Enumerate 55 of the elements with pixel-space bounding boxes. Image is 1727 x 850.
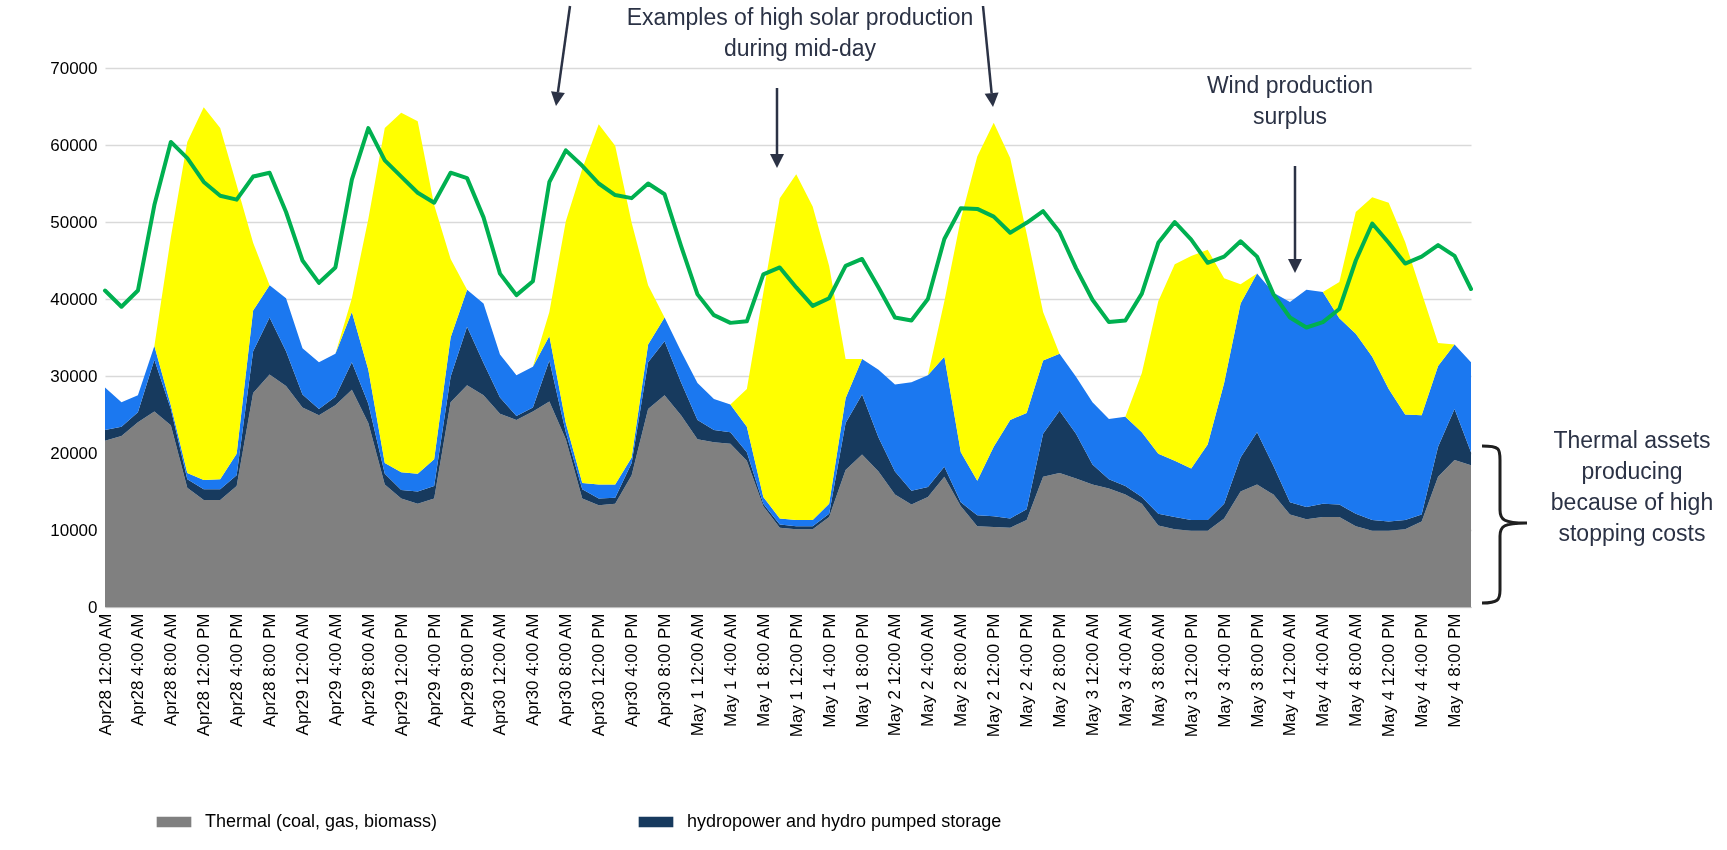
x-tick-label: Apr30 4:00 PM [622,613,642,727]
x-tick-label: May 2 12:00 PM [984,613,1004,738]
x-tick-label: May 1 8:00 AM [753,613,773,727]
x-tick-label: Apr29 12:00 AM [292,613,312,736]
x-tick-label: Apr30 8:00 AM [556,613,576,726]
x-tick-label: Apr28 12:00 PM [194,613,214,737]
x-tick-label: May 2 4:00 AM [918,613,938,727]
x-tick-label: May 3 12:00 AM [1082,613,1102,737]
annotation: Wind production surplus [1205,71,1375,131]
x-tick-label: May 2 4:00 PM [1017,613,1037,728]
x-tick-label: Apr28 4:00 AM [128,613,148,726]
x-tick-label: Apr29 8:00 PM [457,613,477,727]
x-tick-label: May 1 4:00 AM [720,613,740,727]
x-tick-label: May 3 4:00 AM [1115,613,1135,727]
x-tick-label: May 2 8:00 PM [1050,613,1070,728]
y-tick-label: 60000 [50,135,98,155]
x-tick-label: May 3 12:00 PM [1181,613,1201,738]
x-tick-label: May 4 4:00 AM [1313,613,1333,727]
x-tick-label: May 2 12:00 AM [885,613,905,737]
y-tick-label: 50000 [50,212,98,232]
x-tick-label: May 4 12:00 AM [1280,613,1300,737]
x-tick-label: May 3 8:00 PM [1247,613,1267,728]
x-tick-label: May 4 8:00 PM [1445,613,1465,728]
x-tick-label: May 4 4:00 PM [1412,613,1432,728]
text: Examples of high solar production during mid-day [625,3,975,63]
x-tick-label: May 1 12:00 PM [786,613,806,738]
x-tick-label: Apr30 12:00 PM [589,613,609,737]
y-tick-label: 0 [88,597,98,617]
x-tick-label: May 4 8:00 AM [1346,613,1366,727]
x-tick-label: Apr28 8:00 PM [260,613,280,727]
x-tick-label: Apr28 4:00 PM [227,613,247,727]
y-tick-label: 30000 [50,366,98,386]
x-tick-label: Apr29 8:00 AM [358,613,378,726]
legend-label: Thermal (coal, gas, biomass) [205,811,438,831]
x-tick-label: May 2 8:00 AM [951,613,971,727]
y-tick-label: 10000 [50,520,98,540]
y-tick-label: 40000 [50,289,98,309]
x-tick-label: Apr29 4:00 PM [424,613,444,727]
x-tick-label: May 1 4:00 PM [819,613,839,728]
x-tick-label: Apr29 12:00 PM [391,613,411,737]
legend-label: hydropower and hydro pumped storage [687,811,1002,831]
x-tick-label: Apr30 8:00 PM [655,613,675,727]
x-tick-label: Apr28 12:00 AM [95,613,115,736]
x-tick-label: Apr29 4:00 AM [325,613,345,726]
y-tick-label: 70000 [50,58,98,78]
x-tick-label: May 3 8:00 AM [1148,613,1168,727]
x-tick-label: May 1 8:00 PM [852,613,872,728]
x-tick-label: May 3 4:00 PM [1214,613,1234,728]
x-tick-label: Apr30 12:00 AM [490,613,510,736]
x-tick-label: Apr30 4:00 AM [523,613,543,726]
x-tick-label: Apr28 8:00 AM [161,613,181,726]
x-tick-label: May 4 12:00 PM [1379,613,1399,738]
text: Thermal assets producing because of high stopping costs [1549,426,1715,548]
x-tick-label: May 1 12:00 AM [687,613,707,737]
y-tick-label: 20000 [50,443,98,463]
